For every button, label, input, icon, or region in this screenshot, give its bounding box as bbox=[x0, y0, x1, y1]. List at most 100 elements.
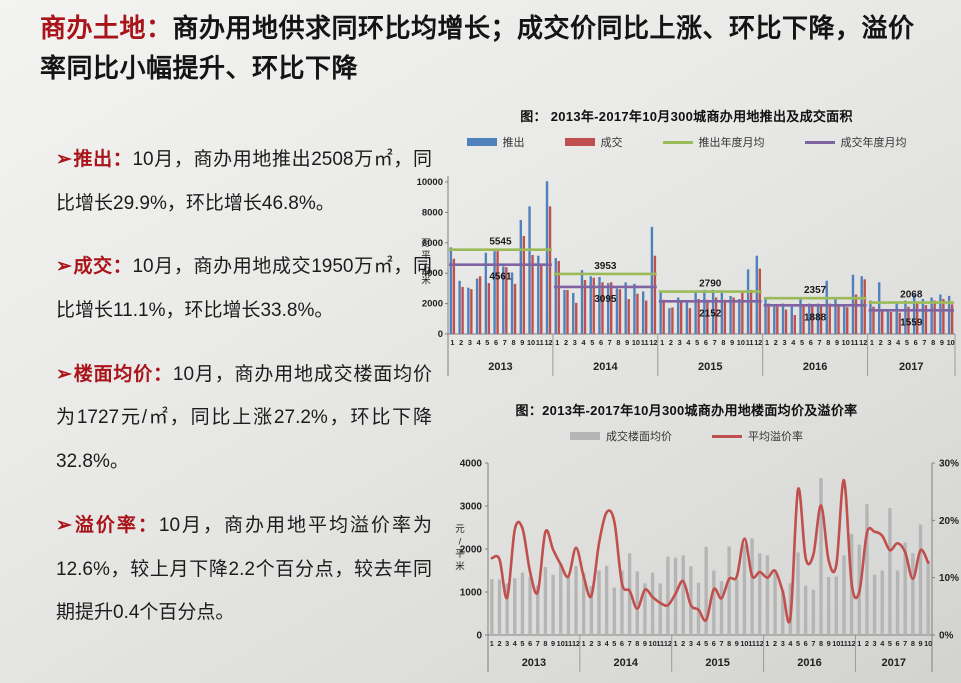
svg-text:10000: 10000 bbox=[417, 177, 443, 188]
svg-text:2000: 2000 bbox=[422, 299, 443, 310]
svg-text:2016: 2016 bbox=[803, 361, 827, 373]
title-highlight: 商办土地： bbox=[40, 13, 173, 43]
svg-text:11: 11 bbox=[851, 338, 859, 347]
svg-text:2: 2 bbox=[459, 338, 463, 347]
bullet-loumianjunjia: ➢楼面均价：10月，商办用地成交楼面均价为1727元/㎡，同比上涨27.2%，环… bbox=[56, 353, 432, 484]
svg-text:1: 1 bbox=[857, 639, 861, 648]
svg-text:3: 3 bbox=[505, 639, 509, 648]
svg-text:20%: 20% bbox=[939, 516, 959, 527]
svg-text:0: 0 bbox=[438, 329, 443, 340]
chart2-legend: 成交楼面均价 平均溢价率 bbox=[412, 428, 961, 444]
svg-text:8: 8 bbox=[931, 338, 935, 347]
svg-text:10: 10 bbox=[924, 639, 932, 648]
svg-text:9: 9 bbox=[520, 338, 524, 347]
svg-text:9: 9 bbox=[918, 639, 922, 648]
svg-text:7: 7 bbox=[811, 639, 815, 648]
svg-text:11: 11 bbox=[656, 639, 664, 648]
bullet-label: 推出： bbox=[72, 149, 133, 170]
svg-text:12: 12 bbox=[756, 639, 764, 648]
svg-text:2015: 2015 bbox=[698, 361, 722, 373]
svg-text:1: 1 bbox=[870, 338, 874, 347]
svg-text:7: 7 bbox=[922, 338, 926, 347]
svg-text:6: 6 bbox=[914, 338, 918, 347]
svg-text:4: 4 bbox=[788, 639, 793, 648]
svg-text:8: 8 bbox=[635, 639, 639, 648]
bullet-label: 楼面均价： bbox=[72, 363, 173, 385]
svg-text:5: 5 bbox=[695, 338, 699, 347]
svg-text:7: 7 bbox=[903, 639, 907, 648]
svg-text:4: 4 bbox=[477, 338, 482, 347]
svg-text:12: 12 bbox=[649, 338, 657, 347]
svg-text:2016: 2016 bbox=[797, 657, 821, 669]
svg-text:6: 6 bbox=[896, 639, 900, 648]
summary-bullets: ➢推出：10月，商办用地推出2508万㎡，同比增长29.9%，环比增长46.8%… bbox=[56, 138, 432, 655]
svg-text:5: 5 bbox=[520, 639, 524, 648]
svg-text:2017: 2017 bbox=[881, 657, 905, 669]
svg-text:1: 1 bbox=[582, 639, 586, 648]
line-swatch-icon bbox=[804, 140, 835, 144]
svg-text:9: 9 bbox=[730, 338, 734, 347]
svg-text:7: 7 bbox=[719, 639, 723, 648]
svg-text:3095: 3095 bbox=[594, 294, 617, 305]
svg-text:2013: 2013 bbox=[522, 657, 546, 669]
svg-text:10: 10 bbox=[557, 639, 565, 648]
svg-text:4: 4 bbox=[581, 338, 586, 347]
svg-text:平: 平 bbox=[421, 251, 431, 262]
svg-text:2015: 2015 bbox=[705, 657, 729, 669]
svg-text:12: 12 bbox=[848, 639, 856, 648]
svg-text:2014: 2014 bbox=[593, 361, 618, 373]
svg-text:7: 7 bbox=[608, 338, 612, 347]
svg-text:4: 4 bbox=[880, 639, 885, 648]
legend-item-premium-rate: 平均溢价率 bbox=[712, 428, 803, 444]
svg-text:2: 2 bbox=[681, 639, 685, 648]
svg-text:9: 9 bbox=[735, 639, 739, 648]
bar-swatch-icon bbox=[466, 138, 497, 146]
svg-text:2: 2 bbox=[879, 338, 883, 347]
legend-label: 平均溢价率 bbox=[748, 431, 803, 443]
svg-text:6: 6 bbox=[620, 639, 624, 648]
svg-text:2: 2 bbox=[669, 338, 673, 347]
svg-text:4: 4 bbox=[686, 338, 691, 347]
svg-text:11: 11 bbox=[746, 338, 754, 347]
svg-text:4: 4 bbox=[513, 639, 518, 648]
svg-text:5: 5 bbox=[704, 639, 708, 648]
legend-label: 推出 bbox=[502, 137, 525, 149]
svg-text:3953: 3953 bbox=[594, 261, 617, 272]
svg-text:6: 6 bbox=[528, 639, 532, 648]
svg-text:2068: 2068 bbox=[900, 290, 923, 301]
legend-label: 成交 bbox=[600, 137, 623, 149]
svg-text:7: 7 bbox=[503, 338, 507, 347]
svg-text:4: 4 bbox=[791, 338, 796, 347]
bullet-text: 10月，商办用地平均溢价率为12.6%，较上月下降2.2个百分点，较去年同期提升… bbox=[56, 514, 432, 624]
svg-text:11: 11 bbox=[565, 639, 573, 648]
supply-deal-area-chart: 图： 2013年-2017年10月300城商办用地推出及成交面积 推出 成交 推… bbox=[412, 106, 961, 394]
svg-text:3: 3 bbox=[678, 338, 682, 347]
svg-text:元: 元 bbox=[455, 524, 465, 535]
svg-text:5: 5 bbox=[796, 639, 800, 648]
svg-text:7: 7 bbox=[628, 639, 632, 648]
svg-text:2: 2 bbox=[497, 639, 501, 648]
svg-text:9: 9 bbox=[551, 639, 555, 648]
legend-label: 推出年度月均 bbox=[698, 137, 765, 149]
svg-text:1000: 1000 bbox=[460, 588, 483, 599]
svg-text:5: 5 bbox=[590, 338, 594, 347]
svg-text:4: 4 bbox=[696, 639, 701, 648]
page-title: 商办土地：商办用地供求同环比均增长；成交价同比上涨、环比下降，溢价率同比小幅提升… bbox=[40, 8, 932, 89]
svg-text:9: 9 bbox=[835, 338, 839, 347]
svg-text:8: 8 bbox=[616, 338, 620, 347]
svg-text:3: 3 bbox=[873, 639, 877, 648]
svg-text:6000: 6000 bbox=[422, 238, 443, 249]
svg-text:11: 11 bbox=[536, 338, 544, 347]
chart1-title: 图： 2013年-2017年10月300城商办用地推出及成交面积 bbox=[520, 109, 853, 124]
bullet-label: 溢价率： bbox=[72, 514, 159, 536]
arrow-bullet-icon: ➢ bbox=[56, 256, 72, 278]
svg-text:9: 9 bbox=[827, 639, 831, 648]
svg-text:6: 6 bbox=[809, 338, 813, 347]
svg-text:10: 10 bbox=[649, 639, 657, 648]
svg-text:8: 8 bbox=[721, 338, 725, 347]
svg-text:6: 6 bbox=[704, 338, 708, 347]
legend-item-chengjiao-avg: 成交年度月均 bbox=[804, 134, 907, 150]
svg-text:2: 2 bbox=[774, 338, 778, 347]
svg-text:12: 12 bbox=[664, 639, 672, 648]
